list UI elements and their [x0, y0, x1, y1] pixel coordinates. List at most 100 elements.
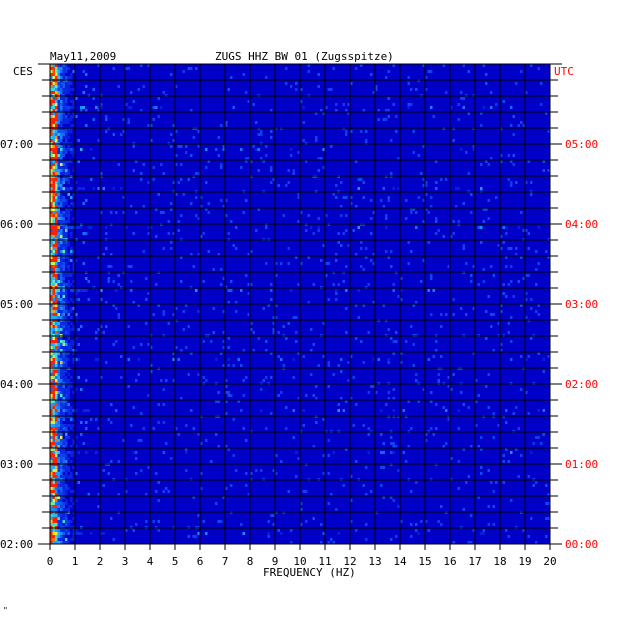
spectrogram-cell: [65, 532, 68, 535]
spectrogram-cell: [487, 163, 490, 166]
spectrogram-cell: [235, 301, 238, 304]
spectrogram-cell: [117, 283, 120, 286]
spectrogram-cell: [62, 64, 65, 67]
spectrogram-cell: [60, 472, 63, 475]
spectrogram-cell: [65, 289, 68, 292]
spectrogram-cell: [62, 214, 65, 217]
spectrogram-cell: [415, 88, 418, 91]
spectrogram-cell: [237, 358, 240, 361]
spectrogram-cell: [372, 385, 375, 388]
spectrogram-cell: [255, 148, 258, 151]
spectrogram-cell: [60, 220, 63, 223]
spectrogram-cell: [472, 265, 475, 268]
spectrogram-cell: [115, 211, 118, 214]
spectrogram-cell: [55, 304, 58, 307]
spectrogram-cell: [62, 322, 65, 325]
spectrogram-cell: [225, 391, 228, 394]
spectrogram-cell: [335, 508, 338, 511]
spectrogram-cell: [542, 409, 545, 412]
spectrogram-cell: [55, 397, 58, 400]
spectrogram-cell: [50, 409, 53, 412]
spectrogram-cell: [345, 265, 348, 268]
right-tick-label: 02:00: [565, 378, 598, 391]
spectrogram-cell: [317, 364, 320, 367]
spectrogram-cell: [50, 502, 53, 505]
spectrogram-cell: [332, 451, 335, 454]
spectrogram-cell: [65, 331, 68, 334]
spectrogram-cell: [57, 343, 60, 346]
right-tick-label: 05:00: [565, 138, 598, 151]
spectrogram-cell: [57, 313, 60, 316]
spectrogram-cell: [500, 310, 503, 313]
spectrogram-cell: [65, 472, 68, 475]
spectrogram-cell: [150, 226, 153, 229]
spectrogram-cell: [312, 232, 315, 235]
spectrogram-cell: [75, 409, 78, 412]
spectrogram-cell: [50, 493, 53, 496]
spectrogram-cell: [277, 355, 280, 358]
spectrogram-cell: [82, 409, 85, 412]
spectrogram-cell: [510, 280, 513, 283]
spectrogram-cell: [50, 499, 53, 502]
spectrogram-cell: [117, 274, 120, 277]
spectrogram-cell: [137, 439, 140, 442]
spectrogram-cell: [320, 523, 323, 526]
spectrogram-cell: [50, 100, 53, 103]
spectrogram-cell: [55, 370, 58, 373]
spectrogram-cell: [55, 289, 58, 292]
spectrogram-cell: [345, 400, 348, 403]
spectrogram-cell: [55, 448, 58, 451]
spectrogram-cell: [315, 112, 318, 115]
spectrogram-cell: [55, 373, 58, 376]
spectrogram-cell: [62, 490, 65, 493]
spectrogram-cell: [387, 361, 390, 364]
spectrogram-cell: [85, 421, 88, 424]
spectrogram-cell: [62, 361, 65, 364]
spectrogram-cell: [322, 322, 325, 325]
spectrogram-cell: [55, 202, 58, 205]
spectrogram-cell: [275, 262, 278, 265]
spectrogram-cell: [52, 325, 55, 328]
spectrogram-cell: [235, 469, 238, 472]
spectrogram-cell: [395, 535, 398, 538]
spectrogram-cell: [57, 436, 60, 439]
spectrogram-cell: [527, 412, 530, 415]
spectrogram-cell: [462, 403, 465, 406]
spectrogram-cell: [537, 304, 540, 307]
spectrogram-cell: [70, 427, 73, 430]
spectrogram-cell: [527, 232, 530, 235]
spectrogram-cell: [60, 448, 63, 451]
spectrogram-cell: [65, 118, 68, 121]
spectrogram-cell: [140, 412, 143, 415]
spectrogram-cell: [52, 337, 55, 340]
spectrogram-cell: [480, 187, 483, 190]
spectrogram-cell: [50, 460, 53, 463]
spectrogram-cell: [50, 103, 53, 106]
spectrogram-cell: [60, 442, 63, 445]
spectrogram-cell: [50, 283, 53, 286]
spectrogram-cell: [525, 316, 528, 319]
spectrogram-cell: [217, 391, 220, 394]
spectrogram-cell: [457, 487, 460, 490]
spectrogram-cell: [67, 373, 70, 376]
spectrogram-cell: [57, 205, 60, 208]
spectrogram-cell: [50, 313, 53, 316]
spectrogram-cell: [467, 70, 470, 73]
spectrogram-cell: [67, 85, 70, 88]
spectrogram-cell: [205, 181, 208, 184]
spectrogram-cell: [57, 256, 60, 259]
spectrogram-cell: [65, 484, 68, 487]
spectrogram-cell: [502, 241, 505, 244]
spectrogram-cell: [60, 316, 63, 319]
spectrogram-cell: [170, 208, 173, 211]
spectrogram-cell: [412, 304, 415, 307]
spectrogram-cell: [337, 403, 340, 406]
spectrogram-cell: [60, 172, 63, 175]
spectrogram-cell: [300, 262, 303, 265]
spectrogram-cell: [380, 433, 383, 436]
spectrogram-cell: [60, 298, 63, 301]
spectrogram-cell: [80, 109, 83, 112]
spectrogram-cell: [355, 67, 358, 70]
spectrogram-cell: [57, 364, 60, 367]
spectrogram-cell: [382, 187, 385, 190]
